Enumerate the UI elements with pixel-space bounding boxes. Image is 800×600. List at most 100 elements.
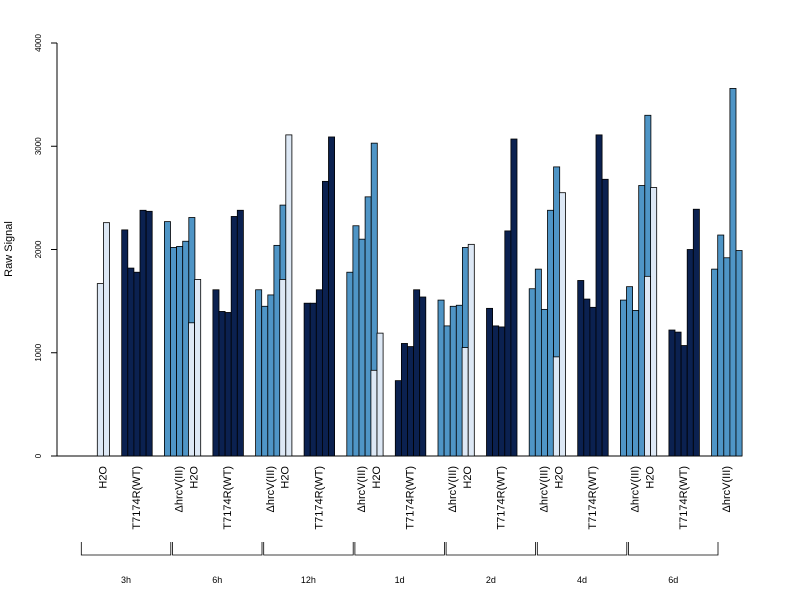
bar — [309, 302, 317, 457]
condition-label: ΔhrcV(III) — [174, 466, 186, 512]
bar — [255, 289, 263, 457]
bar — [510, 138, 518, 457]
timepoint-label: 1d — [395, 575, 405, 585]
bar — [552, 356, 560, 457]
bar — [376, 332, 384, 457]
timepoint-label: 4d — [577, 575, 587, 585]
group-bracket — [445, 542, 536, 556]
bar — [577, 280, 585, 457]
bar — [419, 296, 427, 457]
bar — [133, 271, 141, 457]
bar — [632, 310, 640, 457]
bar — [236, 209, 244, 457]
bar — [285, 134, 293, 457]
bar — [680, 345, 688, 457]
bar — [559, 192, 566, 457]
timepoint-labels: 3h 6h 12h 1d 2d 4d 6d — [80, 542, 719, 585]
bar — [188, 322, 195, 457]
bar — [413, 289, 421, 457]
group-bracket — [536, 542, 628, 556]
bar — [400, 343, 408, 457]
condition-label: ΔhrcV(III) — [721, 466, 733, 512]
bar — [279, 279, 287, 457]
bar — [261, 305, 269, 457]
y-tick-label: 3000 — [34, 137, 43, 155]
bar — [626, 286, 633, 457]
condition-label: T7174R(WT) — [496, 466, 508, 530]
bar — [170, 247, 177, 457]
bar — [443, 325, 451, 457]
condition-label: ΔhrcV(III) — [356, 466, 368, 512]
bars — [96, 88, 743, 457]
condition-label: ΔhrcV(III) — [265, 466, 277, 512]
bar — [692, 208, 700, 457]
condition-labels: H2O T7174R(WT) ΔhrcV(III) H2O T7174R(WT) Δhrc… — [97, 466, 732, 530]
bar — [328, 136, 335, 457]
bar — [145, 210, 153, 457]
bar — [729, 88, 737, 457]
bar — [407, 346, 414, 457]
y-tick-label: 0 — [34, 453, 43, 458]
bar — [346, 271, 354, 457]
bar — [589, 306, 597, 457]
condition-label: H2O — [189, 466, 201, 489]
group-bracket — [263, 542, 354, 556]
bar — [583, 298, 591, 457]
bar — [717, 234, 725, 457]
bar — [358, 238, 366, 457]
bar — [139, 209, 147, 457]
bar — [455, 304, 463, 457]
condition-label: ΔhrcV(III) — [447, 466, 459, 512]
y-tick-label: 1000 — [34, 343, 43, 361]
condition-label: H2O — [645, 466, 657, 489]
y-tick-label: 4000 — [34, 34, 43, 52]
bar — [492, 325, 500, 457]
bar — [267, 294, 275, 457]
bar — [163, 221, 171, 457]
condition-label: H2O — [371, 466, 383, 489]
bar — [273, 244, 281, 457]
bar — [212, 289, 220, 457]
bar — [601, 178, 609, 457]
bar — [711, 268, 719, 457]
condition-label: T7174R(WT) — [404, 466, 416, 530]
y-axis: 0 1000 2000 3000 4000 — [34, 34, 58, 458]
condition-label: T7174R(WT) — [587, 466, 599, 530]
bar — [723, 257, 731, 457]
bar — [735, 250, 743, 457]
bar — [595, 134, 603, 457]
bar — [218, 311, 226, 457]
bar — [668, 329, 676, 457]
bar — [461, 347, 469, 457]
timepoint-label: 12h — [301, 575, 316, 585]
bar — [103, 222, 110, 457]
condition-label: T7174R(WT) — [313, 466, 325, 530]
bar — [224, 312, 232, 457]
bar — [394, 380, 402, 457]
group-bracket — [354, 542, 445, 556]
bar — [194, 279, 202, 457]
bar — [364, 196, 372, 457]
bar — [650, 187, 658, 457]
bar — [686, 249, 694, 457]
bar — [620, 299, 627, 457]
y-tick-label: 2000 — [34, 240, 43, 258]
group-bracket — [172, 542, 263, 556]
bar — [127, 267, 135, 457]
bar — [315, 289, 323, 457]
bar — [528, 288, 536, 457]
bar — [370, 369, 378, 457]
bar — [449, 305, 457, 457]
bar — [467, 243, 475, 457]
bar — [534, 268, 542, 457]
bar — [176, 245, 184, 457]
bar — [498, 326, 506, 457]
timepoint-label: 6d — [668, 575, 678, 585]
condition-label: H2O — [97, 466, 109, 489]
condition-label: H2O — [462, 466, 474, 489]
timepoint-label: 6h — [212, 575, 222, 585]
bar — [486, 307, 493, 457]
timepoint-label: 2d — [486, 575, 496, 585]
bar — [352, 225, 360, 457]
